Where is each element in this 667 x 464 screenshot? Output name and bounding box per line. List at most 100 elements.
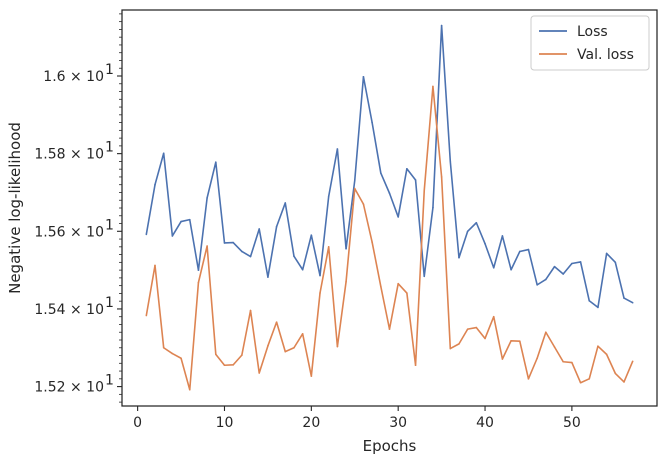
data-point-1-38 <box>475 326 478 329</box>
data-point-1-56 <box>631 360 634 363</box>
data-point-1-3 <box>171 352 174 355</box>
data-point-1-1 <box>154 264 156 267</box>
data-point-0-55 <box>623 297 625 299</box>
data-point-1-7 <box>206 245 208 247</box>
data-point-1-34 <box>440 176 443 178</box>
data-point-0-5 <box>188 218 191 221</box>
data-point-0-25 <box>362 75 365 78</box>
data-point-0-22 <box>336 148 339 150</box>
data-point-1-6 <box>197 281 200 284</box>
y-tick-exponent: 1 <box>105 217 114 233</box>
data-point-1-33 <box>432 85 434 88</box>
data-point-0-10 <box>232 241 234 244</box>
data-point-1-46 <box>545 331 547 334</box>
data-point-0-40 <box>492 266 495 269</box>
x-tick-label: 10 <box>216 415 234 431</box>
data-point-1-5 <box>188 388 191 391</box>
data-point-0-12 <box>249 255 252 258</box>
data-point-0-39 <box>484 242 486 245</box>
data-point-0-46 <box>545 278 547 281</box>
data-point-0-29 <box>397 216 399 218</box>
data-point-0-30 <box>406 167 408 170</box>
data-point-1-32 <box>423 189 426 192</box>
data-point-0-32 <box>423 275 426 278</box>
data-point-1-43 <box>518 340 521 342</box>
y-tick-exponent: 1 <box>105 373 114 389</box>
data-point-1-24 <box>353 187 356 190</box>
data-point-1-8 <box>215 353 217 356</box>
data-point-0-42 <box>510 268 512 271</box>
data-point-0-1 <box>154 183 156 186</box>
y-tick-exponent: 1 <box>105 295 114 311</box>
data-point-1-31 <box>414 364 417 367</box>
y-tick-label: 1.6 × 10 <box>43 69 104 85</box>
data-point-1-54 <box>614 372 617 375</box>
data-point-0-2 <box>162 152 165 155</box>
data-point-0-14 <box>267 276 269 278</box>
y-tick-label: 1.58 × 10 <box>34 147 104 163</box>
data-point-1-40 <box>492 315 495 318</box>
data-point-1-12 <box>249 309 252 312</box>
data-point-1-11 <box>241 354 243 356</box>
data-point-0-17 <box>293 255 295 257</box>
data-point-0-45 <box>536 284 538 286</box>
data-point-0-38 <box>475 221 478 224</box>
data-point-1-50 <box>579 381 582 384</box>
data-point-0-9 <box>223 242 226 244</box>
data-point-1-45 <box>536 357 538 360</box>
data-point-0-53 <box>605 252 608 255</box>
data-point-1-20 <box>319 292 321 294</box>
data-point-1-19 <box>310 375 313 377</box>
data-point-0-51 <box>588 299 591 302</box>
data-point-0-13 <box>258 228 261 230</box>
x-tick-label: 40 <box>476 415 494 431</box>
y-tick-label: 1.52 × 10 <box>34 380 104 396</box>
data-point-0-48 <box>562 273 564 275</box>
data-point-0-27 <box>380 172 382 174</box>
data-point-0-16 <box>284 202 287 204</box>
data-point-1-53 <box>605 353 608 356</box>
data-point-1-47 <box>553 346 556 348</box>
data-point-0-8 <box>215 161 217 163</box>
data-point-0-4 <box>180 220 182 223</box>
data-point-1-35 <box>449 347 452 350</box>
data-point-0-34 <box>440 24 443 27</box>
y-tick-label: 1.54 × 10 <box>34 302 104 318</box>
data-point-0-37 <box>466 230 469 233</box>
data-point-0-23 <box>345 247 347 250</box>
data-point-0-18 <box>301 268 304 271</box>
data-point-0-20 <box>319 274 321 277</box>
data-point-1-49 <box>571 361 573 364</box>
data-point-0-43 <box>518 250 521 253</box>
data-point-1-2 <box>162 346 165 349</box>
data-point-1-16 <box>284 350 287 353</box>
data-point-1-36 <box>458 343 460 345</box>
x-tick-label: 20 <box>302 415 320 431</box>
data-point-0-0 <box>145 233 148 236</box>
data-point-0-31 <box>414 179 417 181</box>
data-point-0-35 <box>449 160 452 163</box>
legend-box <box>530 15 650 71</box>
data-point-0-41 <box>501 235 504 237</box>
data-point-1-52 <box>597 345 599 348</box>
data-point-1-15 <box>275 321 278 323</box>
y-tick-label: 1.56 × 10 <box>34 224 104 240</box>
legend-label-1: Val. loss <box>577 47 634 63</box>
data-point-1-29 <box>397 282 399 285</box>
data-point-1-41 <box>501 358 504 360</box>
data-point-1-28 <box>388 328 391 330</box>
series-line-1 <box>145 85 634 391</box>
data-point-1-4 <box>180 357 182 360</box>
y-tick-exponent: 1 <box>105 62 114 78</box>
data-point-1-42 <box>510 339 512 342</box>
x-tick-label: 50 <box>563 415 581 431</box>
data-point-0-21 <box>327 195 330 198</box>
legend: Loss Val. loss <box>530 15 650 71</box>
data-point-0-47 <box>553 265 556 268</box>
data-point-1-13 <box>258 372 261 374</box>
data-point-1-18 <box>301 332 304 335</box>
legend-label-0: Loss <box>577 24 608 40</box>
data-point-0-52 <box>597 306 599 309</box>
data-point-1-48 <box>562 360 564 363</box>
x-tick-label: 0 <box>133 415 142 431</box>
